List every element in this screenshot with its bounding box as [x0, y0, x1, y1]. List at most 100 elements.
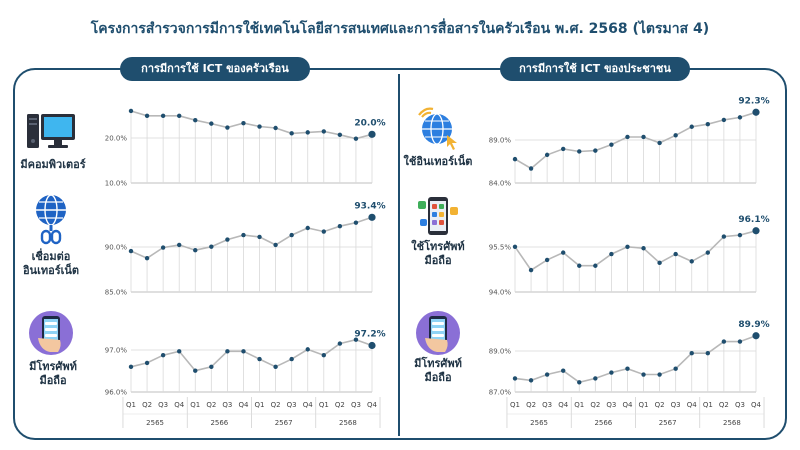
y-tick-label: 97.0%	[105, 347, 128, 355]
data-point	[193, 248, 198, 253]
data-point	[593, 263, 598, 268]
data-point	[673, 366, 678, 371]
y-tick-label: 89.0%	[489, 137, 512, 145]
series-line	[514, 335, 757, 384]
x-tick-label: Q2	[142, 401, 152, 409]
year-label: 2565	[530, 419, 548, 427]
x-tick-label: Q3	[158, 401, 168, 409]
y-tick-label: 84.0%	[489, 180, 512, 188]
data-point	[512, 376, 518, 381]
x-tick-label: Q3	[287, 401, 297, 409]
data-point	[368, 213, 376, 221]
year-label: 2566	[594, 419, 612, 427]
section-title-population: การมีการใช้ ICT ของประชาชน	[500, 57, 690, 81]
row-label-line: มีคอมพิวเตอร์	[20, 158, 86, 171]
data-point	[193, 368, 198, 373]
data-point	[353, 337, 359, 342]
row-label-line: มีโทรศัพท์	[29, 360, 77, 373]
row-label-line: มือถือ	[424, 254, 452, 267]
x-tick-label: Q1	[574, 401, 584, 409]
x-tick-label: Q3	[735, 401, 745, 409]
data-label: 93.4%	[354, 201, 385, 211]
data-point	[321, 129, 326, 134]
data-point	[577, 380, 582, 385]
data-point	[337, 132, 343, 138]
data-point	[305, 347, 310, 352]
data-point	[544, 257, 550, 263]
x-tick-label: Q2	[655, 401, 665, 409]
data-point	[737, 339, 743, 344]
data-point	[625, 244, 630, 249]
data-point	[160, 113, 166, 119]
smartphone-hand-icon	[29, 311, 73, 355]
data-point	[752, 108, 760, 116]
x-tick-label: Q1	[510, 401, 520, 409]
x-tick-label: Q1	[319, 401, 329, 409]
data-point	[705, 250, 710, 255]
y-tick-label: 95.5%	[489, 244, 512, 252]
x-tick-label: Q1	[639, 401, 649, 409]
data-point	[752, 227, 760, 235]
page-title: โครงการสำรวจการมีการใช้เทคโนโลยีสารสนเทศ…	[90, 21, 710, 37]
smartphone-hand-icon	[416, 311, 460, 355]
data-point	[593, 376, 598, 381]
data-label: 97.2%	[354, 330, 385, 340]
data-point	[689, 351, 694, 356]
x-tick-label: Q4	[238, 401, 249, 409]
x-tick-label: Q4	[367, 401, 378, 409]
data-point	[128, 364, 134, 370]
data-point	[225, 125, 230, 130]
data-point	[609, 370, 614, 375]
data-point	[752, 332, 760, 340]
x-tick-label: Q1	[190, 401, 200, 409]
data-point	[528, 378, 534, 383]
data-point	[193, 118, 198, 123]
data-point	[577, 149, 582, 154]
y-tick-label: 10.0%	[105, 180, 128, 188]
data-point	[561, 250, 566, 255]
row-label-line: เชื่อมต่อ	[31, 250, 71, 263]
data-point	[225, 349, 230, 354]
data-point	[160, 352, 166, 358]
row-label-line: มือถือ	[424, 371, 452, 384]
data-point	[128, 108, 134, 114]
data-point	[705, 351, 710, 356]
year-label: 2568	[723, 419, 741, 427]
y-tick-label: 94.0%	[489, 289, 512, 297]
data-point	[737, 115, 743, 120]
data-point	[177, 242, 182, 248]
data-point	[625, 366, 630, 371]
x-tick-label: Q2	[206, 401, 216, 409]
data-point	[337, 341, 343, 346]
data-point	[673, 133, 678, 138]
x-tick-label: Q4	[751, 401, 762, 409]
x-tick-label: Q2	[526, 401, 536, 409]
data-point	[512, 156, 518, 162]
data-point	[625, 134, 630, 140]
content-panel	[13, 68, 787, 440]
series-line	[514, 230, 757, 272]
x-tick-label: Q3	[606, 401, 616, 409]
data-point	[657, 372, 662, 377]
row-label-line: ใช้โทรศัพท์	[411, 240, 465, 253]
data-point	[273, 125, 278, 131]
data-point	[305, 225, 310, 231]
x-tick-label: Q2	[271, 401, 281, 409]
row-label-hh-internet: เชื่อมต่อ อินเทอร์เน็ต	[16, 250, 86, 278]
data-label: 96.1%	[738, 215, 769, 225]
data-point	[273, 242, 278, 248]
data-point	[225, 237, 230, 242]
data-point	[177, 113, 182, 119]
y-tick-label: 90.0%	[105, 244, 128, 252]
x-tick-label: Q2	[590, 401, 600, 409]
data-point	[544, 152, 550, 158]
series-line	[514, 111, 757, 170]
data-point	[368, 341, 376, 350]
x-tick-label: Q3	[222, 401, 232, 409]
desktop-computer-icon	[27, 114, 75, 148]
row-label-line: มีโทรศัพท์	[414, 357, 462, 370]
data-point	[305, 130, 310, 135]
y-tick-label: 85.0%	[105, 289, 128, 297]
y-tick-label: 96.0%	[105, 389, 128, 397]
